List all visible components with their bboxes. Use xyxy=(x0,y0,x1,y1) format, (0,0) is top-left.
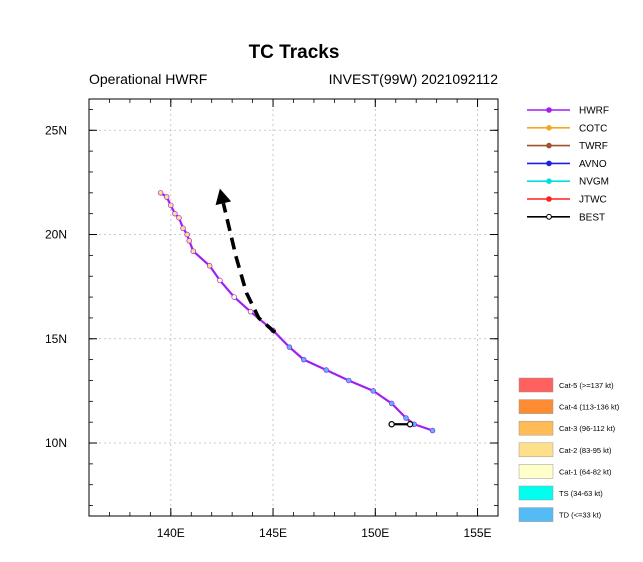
hwrf-track-point xyxy=(323,367,329,373)
legend-label: JTWC xyxy=(579,195,607,206)
hwrf-track-point xyxy=(429,427,436,434)
x-tick-label: 140E xyxy=(157,526,185,540)
legend-label: COTC xyxy=(579,123,607,134)
hwrf-track-point xyxy=(186,238,192,244)
model-legend: HWRF COTC TWRF AVNO NVGM JTWC BEST xyxy=(527,106,609,223)
hwrf-track-point xyxy=(206,263,213,269)
hwrf-track-point xyxy=(217,277,223,284)
intensity-scale-legend: Cat-5 (>=137 kt) Cat-4 (113-136 kt) Cat-3 … xyxy=(518,377,620,522)
legend-marker xyxy=(546,196,552,202)
hwrf-track-point xyxy=(247,308,254,315)
legend-label: BEST xyxy=(579,212,605,223)
subtitle-right: INVEST(99W) 2021092112 xyxy=(329,71,499,87)
legend-marker xyxy=(546,125,552,131)
hwrf-track-point xyxy=(370,388,377,394)
forecast-arrow-shaft xyxy=(221,202,277,334)
legend-label: HWRF xyxy=(579,106,609,117)
hwrf-track-point xyxy=(345,377,352,384)
legend-marker xyxy=(546,142,552,149)
y-tick-label: 10N xyxy=(45,436,67,450)
legend-marker xyxy=(546,107,552,113)
hwrf-track-point xyxy=(157,190,164,196)
best-track-point xyxy=(406,421,414,428)
forecast-arrow-head xyxy=(215,188,232,206)
hwrf-track-point xyxy=(163,194,170,200)
intensity-label: Cat-4 (113-136 kt) xyxy=(559,403,620,412)
hwrf-track-point xyxy=(403,415,409,421)
hwrf-track-point xyxy=(231,294,237,300)
subtitle-left: Operational HWRF xyxy=(89,71,207,87)
best-track-point xyxy=(388,421,395,428)
intensity-label: TS (34-63 kt) xyxy=(559,489,603,498)
hwrf-track-point xyxy=(190,248,197,254)
x-tick-label: 145E xyxy=(259,526,287,540)
x-tick-label: 155E xyxy=(464,526,492,540)
hwrf-track-point xyxy=(286,344,293,350)
intensity-swatch xyxy=(518,507,554,522)
intensity-swatch xyxy=(518,377,554,393)
hwrf-track-point xyxy=(168,202,174,209)
intensity-label: Cat-1 (64-82 kt) xyxy=(559,467,612,476)
legend-marker xyxy=(546,178,552,185)
hwrf-track-point xyxy=(172,210,178,217)
hwrf-track-point xyxy=(300,356,307,363)
intensity-label: Cat-2 (83-95 kt) xyxy=(559,446,612,455)
intensity-swatch xyxy=(518,464,554,479)
y-tick-label: 25N xyxy=(45,123,67,137)
intensity-swatch xyxy=(518,442,554,458)
plot-frame xyxy=(88,98,499,517)
hwrf-track-point xyxy=(388,400,395,407)
legend-label: NVGM xyxy=(579,177,609,188)
x-tick-label: 150E xyxy=(361,526,389,540)
intensity-swatch xyxy=(518,485,554,501)
legend-label: AVNO xyxy=(579,159,607,170)
legend-marker xyxy=(546,160,552,167)
intensity-label: Cat-3 (96-112 kt) xyxy=(559,424,616,433)
y-tick-label: 15N xyxy=(45,332,67,346)
intensity-swatch xyxy=(518,420,554,436)
intensity-swatch xyxy=(518,399,554,414)
intensity-label: TD (<=33 kt) xyxy=(559,511,602,520)
legend-label: TWRF xyxy=(579,141,608,152)
intensity-label: Cat-5 (>=137 kt) xyxy=(559,381,614,390)
hwrf-track-line xyxy=(159,191,433,432)
hwrf-track-point xyxy=(184,231,190,238)
legend-marker xyxy=(546,213,552,220)
hwrf-track-point xyxy=(180,225,186,232)
chart-title: TC Tracks xyxy=(249,42,340,63)
hwrf-track-point xyxy=(176,215,182,221)
map-plot-area: 140E 145E 150E 155E 10N 15N 20N 25N xyxy=(45,98,499,540)
y-tick-label: 20N xyxy=(45,228,67,242)
